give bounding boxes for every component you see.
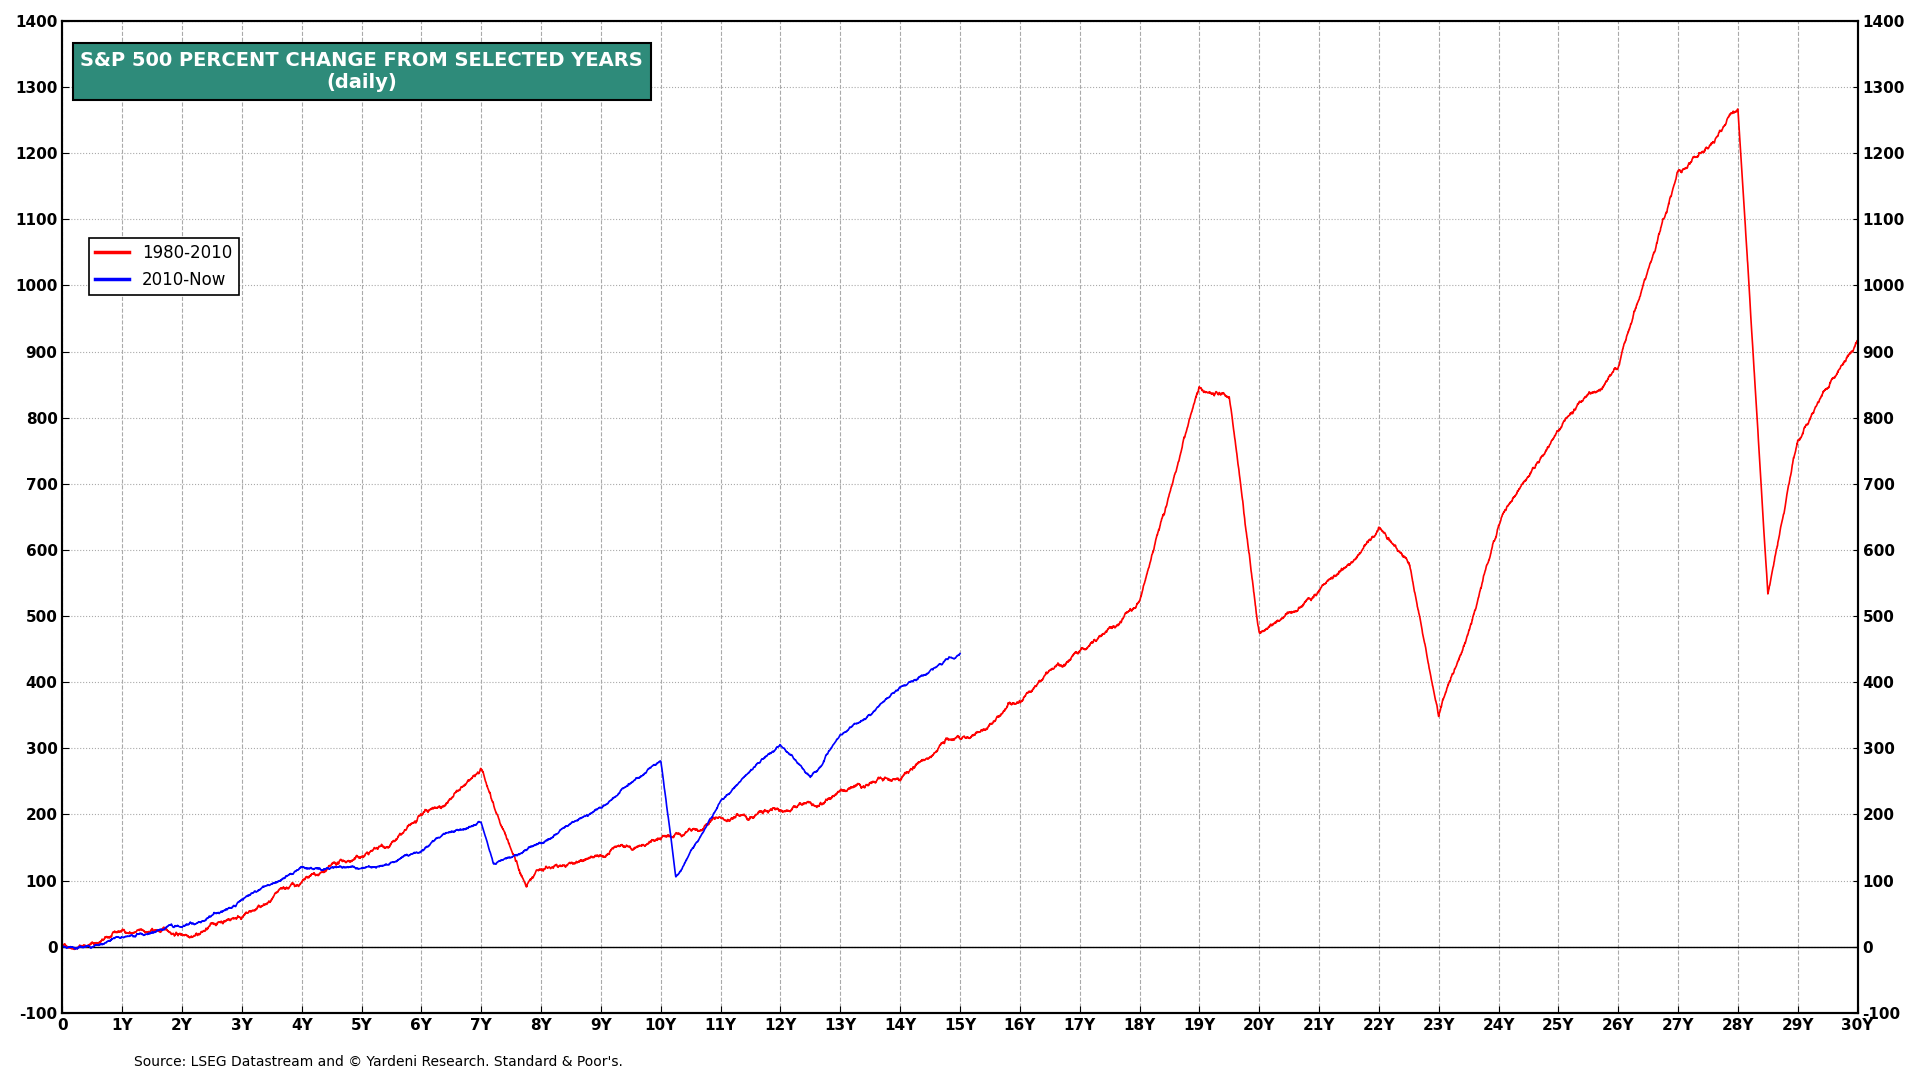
2010-Now [463,819,486,832]
1980-2010 [63,943,86,956]
1980-2010 [1847,334,1870,347]
1980-2010 [816,793,839,806]
2010-Now [900,675,924,688]
2010-Now [284,864,307,877]
2010-Now [636,766,659,779]
1980-2010 [192,924,215,937]
2010-Now [129,927,152,940]
Text: S&P 500 PERCENT CHANGE FROM SELECTED YEARS
(daily): S&P 500 PERCENT CHANGE FROM SELECTED YEA… [81,51,643,92]
1980-2010 [1726,103,1749,116]
2010-Now [881,686,904,699]
1980-2010 [50,941,73,954]
Legend: 1980-2010, 2010-Now: 1980-2010, 2010-Now [88,238,238,295]
2010-Now [50,941,73,954]
1980-2010 [970,724,993,737]
2010-Now [948,647,972,660]
1980-2010 [866,773,889,786]
1980-2010 [1196,387,1219,400]
Line: 1980-2010: 1980-2010 [61,109,1859,949]
Line: 2010-Now: 2010-Now [61,653,960,949]
Text: Source: LSEG Datastream and © Yardeni Research. Standard & Poor's.: Source: LSEG Datastream and © Yardeni Re… [134,1055,624,1069]
2010-Now [65,943,88,956]
1980-2010 [1751,508,1774,521]
